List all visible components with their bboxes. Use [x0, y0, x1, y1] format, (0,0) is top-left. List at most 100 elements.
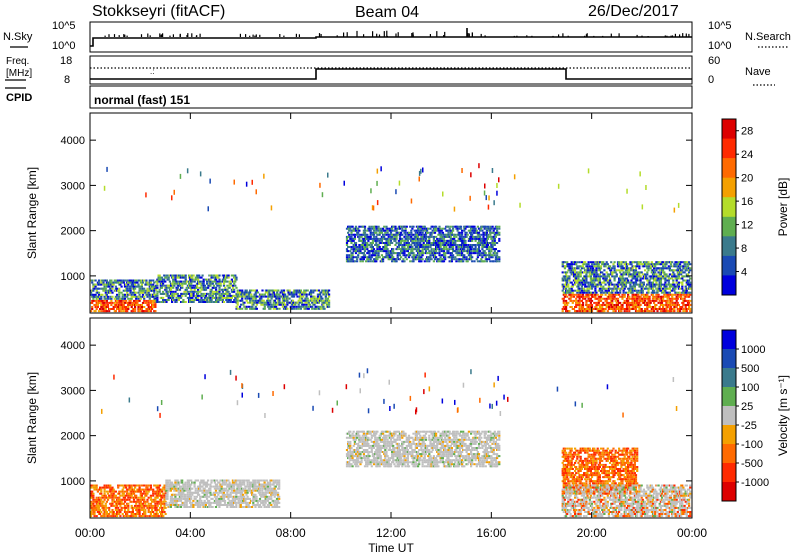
scatter-cell [493, 233, 496, 236]
scatter-cell [420, 256, 423, 259]
scatter-cell [366, 229, 369, 232]
scatter-cell [194, 276, 197, 279]
scatter-cell [132, 285, 136, 288]
scatter-cell [689, 308, 692, 310]
scatter-cell [654, 279, 657, 282]
scatter-cell [167, 284, 170, 287]
scatter-cell [428, 237, 431, 240]
scatter-cell [571, 283, 574, 286]
scatter-cell [628, 269, 631, 272]
scatter-cell [383, 233, 386, 236]
scatter-cell [491, 246, 494, 248]
scatter-cell [119, 515, 122, 518]
scatter-cell [379, 227, 382, 230]
scatter-cell [480, 227, 483, 230]
scatter-cell [269, 295, 272, 298]
scatter-cell [415, 225, 418, 228]
scatter-cell [345, 244, 349, 246]
scatter-cell [250, 305, 253, 308]
scatter-cell [458, 258, 461, 261]
scatter-cell [111, 301, 114, 304]
scatter-cell [666, 261, 669, 264]
scatter-cell [562, 285, 565, 288]
scatter-cell [112, 515, 115, 518]
scatter-cell [423, 235, 426, 238]
scatter-cell [106, 484, 110, 487]
scatter-cell [402, 248, 405, 251]
scatter-cell [282, 291, 286, 294]
scatter-cell [563, 267, 566, 270]
scatter-cell [619, 306, 622, 308]
scatter-cell [610, 271, 613, 274]
scatter-cell [176, 276, 179, 279]
scatter-cell [215, 294, 218, 297]
scatter-cell [666, 267, 669, 270]
scatter-cell [662, 295, 665, 298]
scatter-cell [597, 308, 600, 310]
scatter-cell [298, 297, 301, 300]
scatter-cell [675, 277, 678, 280]
scatter-speckle [677, 202, 680, 208]
scatter-speckle [251, 179, 253, 185]
scatter-cell [250, 297, 253, 300]
scatter-cell [103, 488, 106, 491]
scatter-cell [109, 289, 112, 292]
scatter-cell [632, 265, 635, 268]
scatter-cell [595, 285, 598, 288]
scatter-cell [621, 304, 624, 306]
scatter-cell [125, 299, 128, 302]
scatter-cell [172, 274, 175, 277]
scatter-cell [636, 293, 639, 296]
scatter-cell [306, 297, 309, 300]
scatter-cell [184, 294, 187, 297]
scatter-cell [235, 305, 238, 308]
scatter-cell [488, 258, 491, 261]
scatter-cell [143, 295, 146, 298]
scatter-cell [605, 304, 608, 306]
scatter-cell [103, 490, 106, 493]
scatter-cell [407, 242, 411, 244]
scatter-cell [222, 284, 226, 287]
scatter-cell [160, 284, 164, 287]
scatter-cell [596, 283, 599, 286]
scatter-cell [375, 252, 378, 255]
scatter-cell [215, 299, 218, 301]
freq-bot-tick: 8 [64, 74, 70, 86]
scatter-cell [585, 263, 588, 266]
scatter-cell [311, 307, 314, 310]
scatter-cell [202, 280, 205, 283]
scatter-cell [384, 250, 387, 253]
scatter-cell [125, 283, 128, 286]
scatter-cell [272, 307, 275, 310]
scatter-cell [165, 288, 168, 291]
scatter-cell [323, 293, 326, 296]
scatter-cell [646, 261, 649, 264]
scatter-cell [207, 292, 210, 295]
scatter-cell [122, 515, 125, 518]
scatter-cell [428, 250, 431, 253]
scatter-cell [578, 287, 581, 290]
scatter-cell [279, 301, 282, 304]
scatter-cell [278, 299, 281, 302]
scatter-cell [154, 306, 157, 308]
scatter-cell [660, 291, 664, 294]
scatter-cell [110, 504, 113, 507]
scatter-cell [688, 279, 691, 282]
scatter-cell [135, 281, 138, 284]
scatter-cell [674, 293, 677, 296]
scatter-cell [397, 242, 400, 244]
scatter-cell [119, 304, 122, 306]
scatter-cell [650, 285, 653, 288]
scatter-speckle [519, 202, 521, 208]
scatter-cell [401, 239, 404, 242]
scatter-cell [568, 297, 571, 300]
scatter-cell [311, 297, 314, 300]
scatter-cell [482, 254, 485, 257]
scatter-cell [172, 276, 175, 279]
scatter-speckle [207, 206, 209, 212]
scatter-cell [303, 303, 306, 306]
scatter-cell [371, 246, 374, 248]
scatter-cell [590, 304, 594, 306]
scatter-cell [481, 248, 484, 251]
scatter-cell [358, 233, 361, 236]
